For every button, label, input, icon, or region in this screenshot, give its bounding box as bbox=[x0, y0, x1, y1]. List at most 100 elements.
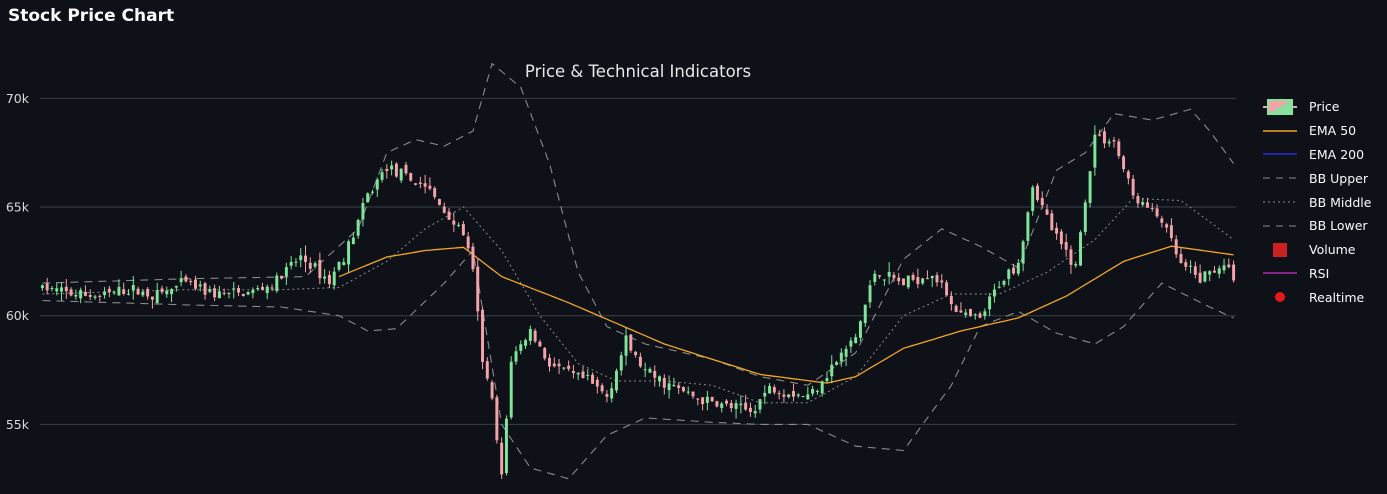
candle-body bbox=[681, 386, 685, 392]
candle bbox=[74, 289, 78, 300]
candle-body bbox=[1098, 134, 1102, 136]
candle-body bbox=[270, 287, 274, 289]
legend-item-price[interactable]: Price bbox=[1262, 95, 1387, 119]
candle-body bbox=[988, 296, 992, 310]
dashed-line-icon bbox=[1262, 169, 1298, 187]
candle-body bbox=[83, 291, 87, 296]
candle-body bbox=[1050, 213, 1054, 231]
candle bbox=[361, 197, 365, 227]
candle bbox=[45, 277, 49, 295]
candle bbox=[734, 399, 738, 419]
candle bbox=[308, 257, 312, 274]
candle-body bbox=[203, 283, 207, 295]
candle bbox=[103, 287, 107, 299]
candle-body bbox=[93, 296, 97, 298]
candle bbox=[222, 288, 226, 296]
candle bbox=[318, 252, 322, 285]
candle bbox=[165, 286, 169, 298]
candle-body bbox=[146, 288, 150, 297]
candle-body bbox=[1222, 265, 1226, 271]
candle-body bbox=[538, 341, 542, 347]
candle bbox=[342, 258, 346, 266]
candle bbox=[1122, 154, 1126, 173]
candle bbox=[720, 401, 724, 413]
candle-body bbox=[911, 274, 915, 280]
candle bbox=[418, 176, 422, 189]
candle-body bbox=[342, 262, 346, 266]
dot-icon bbox=[1262, 288, 1298, 306]
candle-body bbox=[858, 321, 862, 338]
legend-item-volume[interactable]: Volume bbox=[1262, 238, 1387, 262]
candle-body bbox=[485, 361, 489, 379]
legend-item-realtime[interactable]: Realtime bbox=[1262, 285, 1387, 309]
candle-body bbox=[1126, 171, 1130, 179]
candle-body bbox=[758, 399, 762, 410]
candle bbox=[916, 268, 920, 289]
legend-item-bb-lower[interactable]: BB Lower bbox=[1262, 214, 1387, 238]
candle-body bbox=[50, 288, 54, 290]
candle bbox=[289, 256, 293, 270]
legend-item-rsi[interactable]: RSI bbox=[1262, 262, 1387, 286]
candle-body bbox=[193, 279, 197, 289]
candle-body bbox=[1122, 156, 1126, 170]
candle-body bbox=[624, 335, 628, 356]
candle-body bbox=[1217, 268, 1221, 274]
candle bbox=[519, 340, 523, 355]
candle bbox=[1203, 271, 1207, 283]
legend-item-bb-middle[interactable]: BB Middle bbox=[1262, 190, 1387, 214]
candle bbox=[514, 346, 518, 365]
candle bbox=[452, 212, 456, 232]
candle bbox=[60, 282, 64, 301]
candle bbox=[643, 362, 647, 378]
candle bbox=[423, 174, 427, 194]
candle-body bbox=[45, 283, 49, 291]
candle bbox=[433, 186, 437, 200]
candle bbox=[385, 164, 389, 179]
candle bbox=[471, 242, 475, 273]
candle-body bbox=[88, 295, 92, 297]
candle-body bbox=[289, 261, 293, 266]
legend-item-ema50[interactable]: EMA 50 bbox=[1262, 119, 1387, 143]
ema50-line bbox=[338, 245, 1234, 384]
candle bbox=[64, 279, 68, 299]
candle-body bbox=[1045, 209, 1049, 215]
candle-body bbox=[280, 275, 284, 279]
line-icon bbox=[1262, 145, 1298, 163]
candle-body bbox=[442, 206, 446, 213]
candle-body bbox=[1184, 262, 1188, 267]
candle bbox=[796, 393, 800, 398]
candle bbox=[198, 280, 202, 292]
candle bbox=[969, 308, 972, 318]
candle-body bbox=[552, 363, 556, 367]
candle-body bbox=[327, 274, 331, 285]
candle-body bbox=[748, 407, 752, 412]
candle-body bbox=[600, 385, 604, 392]
candle-body bbox=[275, 275, 279, 291]
candle-body bbox=[969, 309, 972, 316]
candle-body bbox=[509, 361, 513, 418]
candle-body bbox=[1165, 224, 1169, 228]
legend-item-ema200[interactable]: EMA 200 bbox=[1262, 143, 1387, 167]
candle bbox=[811, 385, 815, 397]
candle-body bbox=[141, 291, 145, 296]
candle-body bbox=[1093, 134, 1097, 168]
candle bbox=[748, 402, 752, 417]
candle bbox=[538, 339, 542, 347]
candle-body bbox=[1193, 266, 1197, 275]
candle bbox=[882, 279, 886, 286]
candle bbox=[873, 270, 877, 286]
candle bbox=[313, 261, 317, 269]
ema-lines bbox=[338, 245, 1234, 384]
legend-item-bb-upper[interactable]: BB Upper bbox=[1262, 166, 1387, 190]
line-icon bbox=[1262, 122, 1298, 140]
candle bbox=[763, 385, 767, 405]
candle bbox=[366, 192, 370, 203]
candle bbox=[1021, 239, 1025, 272]
candle bbox=[495, 394, 499, 444]
candle-body bbox=[174, 285, 178, 288]
candle bbox=[55, 282, 59, 296]
candle bbox=[653, 365, 657, 387]
candle bbox=[744, 394, 748, 412]
candle-body bbox=[208, 289, 212, 292]
